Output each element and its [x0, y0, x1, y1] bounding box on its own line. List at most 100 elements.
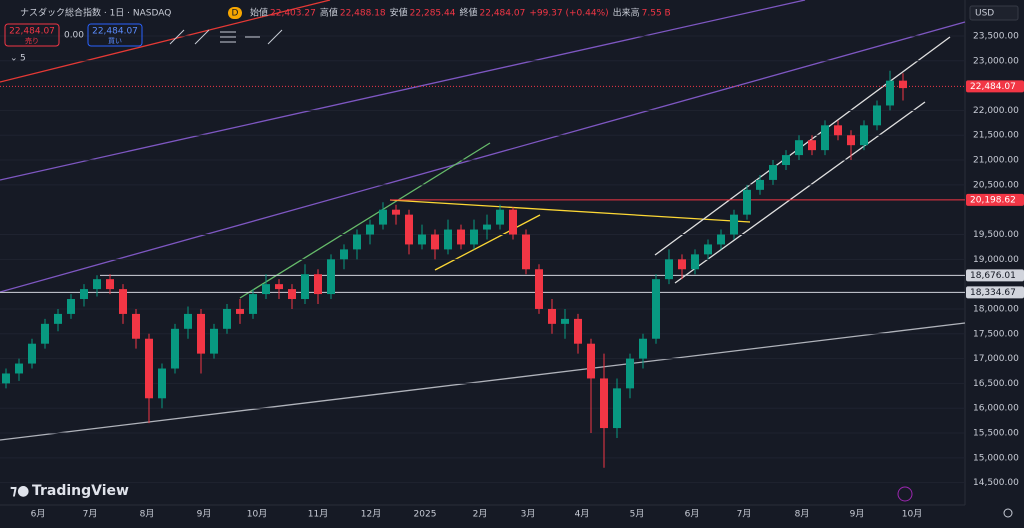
- sell-button[interactable]: [4, 23, 60, 47]
- candle-body: [93, 279, 101, 290]
- candle-body: [106, 279, 114, 290]
- candle-body: [41, 323, 49, 344]
- indicator-toggle[interactable]: ⌄: [10, 54, 18, 64]
- y-tick-label: 19,000.00: [973, 255, 1019, 265]
- candle-body: [197, 313, 205, 354]
- candle-body: [145, 338, 153, 399]
- price-tag: [966, 269, 1024, 282]
- buy-label: 買い: [108, 37, 122, 45]
- title: ナスダック総合指数 · 1日 · NASDAQ: [20, 7, 171, 19]
- ohlc-name: 終値: [459, 7, 477, 19]
- candle-body: [431, 234, 439, 250]
- ohlc: 始値 22,403.27 高値 22,488.18 安値 22,285.44 終値 22,48…: [250, 7, 671, 19]
- y-tick-label: 23,000.00: [973, 56, 1019, 66]
- volume: 7.55 B: [642, 9, 671, 19]
- candle-body: [626, 358, 634, 389]
- candle-body: [548, 308, 556, 324]
- candle-body: [119, 289, 127, 314]
- candle-body: [691, 254, 699, 270]
- candle-body: [2, 373, 10, 384]
- candle-body: [717, 234, 725, 245]
- x-tick-label: 3月: [521, 509, 536, 520]
- candle-body: [782, 155, 790, 166]
- trend-line: [0, 322, 966, 441]
- candle-body: [444, 229, 452, 250]
- x-tick-label: 9月: [197, 509, 212, 520]
- x-tick-label: 9月: [850, 509, 865, 520]
- candle-body: [470, 229, 478, 245]
- y-tick-label: 21,500.00: [973, 131, 1019, 141]
- y-tick-label: 15,000.00: [973, 453, 1019, 463]
- candle-body: [847, 135, 855, 146]
- price-tag-label: 18,334.67: [970, 288, 1016, 298]
- interval: D: [232, 9, 239, 19]
- candle-body: [366, 224, 374, 235]
- x-tick-label: 6月: [685, 509, 700, 520]
- buy-button[interactable]: [87, 23, 143, 47]
- currency: USD: [975, 9, 994, 19]
- x-tick-label: 10月: [247, 509, 267, 520]
- trend-line: [239, 142, 491, 299]
- trend-line: [0, 21, 966, 293]
- ohlc-value: 22,285.44: [410, 9, 456, 19]
- y-tick-label: 18,000.00: [973, 304, 1019, 314]
- ohlc-value: 22,484.07: [480, 9, 526, 19]
- x-tick-label: 2月: [473, 509, 488, 520]
- candle-body: [899, 80, 907, 89]
- y-tick-label: 15,500.00: [973, 429, 1019, 439]
- candle-body: [223, 308, 231, 329]
- sell-label: 売り: [25, 36, 39, 45]
- ohlc-name: 始値: [250, 7, 268, 19]
- currency-box[interactable]: [969, 5, 1019, 21]
- candle-body: [15, 363, 23, 374]
- candle-body: [483, 224, 491, 230]
- channel-line: [674, 101, 926, 284]
- price-tag-label: 20,198.62: [970, 195, 1016, 205]
- candle-body: [275, 284, 283, 290]
- x-tick-label: 11月: [308, 509, 328, 520]
- candle-body: [210, 328, 218, 354]
- candle-body: [834, 125, 842, 136]
- alert-icon[interactable]: [897, 486, 913, 502]
- candle-body: [756, 179, 764, 190]
- drawings: [0, 0, 966, 441]
- candle-body: [262, 284, 270, 295]
- x-tick-label: 10月: [902, 509, 922, 520]
- y-tick-label: 23,500.00: [973, 31, 1019, 41]
- y-tick-label: 16,500.00: [973, 379, 1019, 389]
- candle-body: [327, 259, 335, 295]
- candle-body: [600, 378, 608, 429]
- candle-body: [509, 209, 517, 235]
- trend-line: [0, 0, 806, 181]
- candle-body: [561, 318, 569, 324]
- candle-body: [496, 209, 504, 225]
- candle-body: [808, 140, 816, 151]
- trend-line: [434, 214, 541, 271]
- x-tick-label: 8月: [795, 509, 810, 520]
- tool-icons[interactable]: [169, 29, 283, 45]
- price-tag-label: 18,676.01: [970, 271, 1016, 281]
- candle-body: [769, 165, 777, 180]
- x-tick-label: 7月: [83, 509, 98, 520]
- settings-icon[interactable]: [1003, 508, 1013, 518]
- x-tick-label: 7月: [737, 509, 752, 520]
- y-tick-label: 17,000.00: [973, 354, 1019, 364]
- plot: [0, 35, 965, 484]
- interval-badge[interactable]: [228, 7, 242, 19]
- candle-body: [873, 105, 881, 126]
- y-tick-label: 21,000.00: [973, 156, 1019, 166]
- candle-body: [67, 299, 75, 314]
- candle-body: [743, 189, 751, 215]
- candle-body: [379, 209, 387, 225]
- candle-body: [704, 244, 712, 255]
- spread: 0.00: [64, 31, 84, 41]
- candle-body: [457, 229, 465, 245]
- trend-line: [0, 0, 331, 83]
- candle-body: [639, 338, 647, 359]
- brand-logo: ⁊●: [10, 483, 29, 499]
- candle-body: [301, 274, 309, 300]
- candle-body: [184, 313, 192, 329]
- y-tick-label: 19,500.00: [973, 230, 1019, 240]
